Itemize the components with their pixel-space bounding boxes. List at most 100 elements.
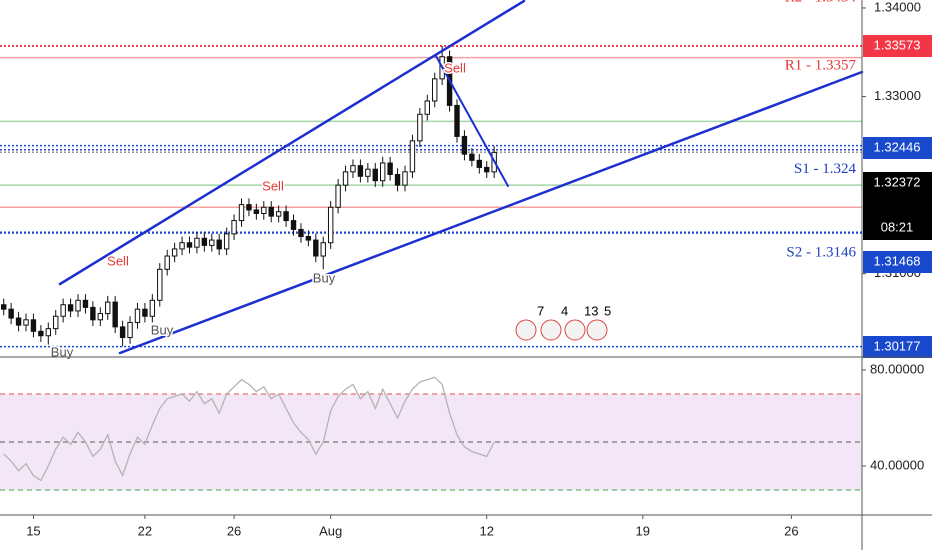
candle-body (157, 268, 163, 301)
x-tick-label: 19 (636, 523, 650, 538)
candle-body (402, 171, 408, 186)
channel-upper (58, 0, 526, 286)
rsi-line (3, 376, 495, 482)
candle-body (365, 168, 371, 177)
candle-body (223, 233, 230, 250)
candle-body (469, 153, 475, 161)
candle-body (149, 299, 156, 317)
countdown: 08:21 (881, 219, 914, 234)
marks-layer (1, 46, 497, 482)
y-tick-label: 40.00000 (870, 457, 924, 472)
price-tag (863, 137, 932, 159)
candle-body (60, 304, 66, 317)
x-tick-label: 22 (138, 523, 152, 538)
price-tag-label: 1.30177 (874, 338, 921, 353)
pivot-label: R2 - 1.3434 (785, 0, 857, 5)
candle-body (461, 135, 468, 155)
price-tag-label: 1.31468 (874, 253, 921, 268)
candle-body (23, 319, 29, 326)
candle-body (231, 220, 237, 235)
channel-lower (118, 70, 864, 355)
candle-body (275, 211, 282, 217)
candle-body (357, 165, 364, 177)
candle-body (432, 78, 438, 102)
event-count: 13 (584, 303, 598, 318)
candle-body (342, 171, 349, 186)
candle-body (476, 159, 483, 168)
candle-body (327, 206, 334, 244)
signal-label: Sell (444, 60, 466, 75)
candle-body (379, 162, 386, 182)
candle-body (246, 204, 252, 211)
event-icon[interactable] (564, 319, 586, 341)
x-tick-label: Aug (319, 523, 342, 538)
signal-label: Buy (151, 322, 174, 337)
candle-body (305, 236, 312, 241)
candle-body (127, 321, 133, 339)
trend-line (435, 55, 509, 187)
price-tag-label: 1.32372 (874, 174, 921, 189)
candle-body (484, 166, 490, 173)
event-icon[interactable] (540, 319, 562, 341)
trend-lines (58, 0, 864, 355)
x-tick-label: 15 (26, 523, 40, 538)
candle-body (45, 328, 52, 337)
candle-body (387, 162, 393, 176)
front-layer: R2 - 1.3434 R1 - 1.3357 S1 - 1.324 S2 - 1.3… (26, 0, 932, 538)
candle-body (67, 304, 74, 312)
candle-body (424, 100, 430, 115)
y-tick-label: 1.34000 (874, 0, 921, 14)
events: 7 4 13 5 (515, 303, 611, 341)
event-count: 7 (537, 303, 544, 318)
candle-body (261, 206, 267, 214)
candle-body (320, 242, 326, 257)
candle-body (409, 140, 416, 173)
candle-body (350, 165, 356, 173)
candle-body (53, 315, 59, 330)
price-tag (863, 336, 932, 358)
background-layer (0, 45, 862, 491)
x-tick-label: 12 (479, 523, 493, 538)
candle-body (112, 301, 118, 328)
y-tick-label: 1.33000 (874, 88, 921, 103)
candle-body (290, 220, 297, 230)
pivot-label: S2 - 1.3146 (786, 244, 856, 260)
candle-body (97, 313, 104, 321)
event-icon[interactable] (515, 319, 537, 341)
price-tag (863, 35, 932, 57)
price-tag-label: 1.33573 (874, 37, 921, 52)
candle-body (394, 174, 401, 186)
candle-body (268, 206, 274, 217)
candle-body (1, 304, 7, 310)
event-count: 5 (604, 303, 611, 318)
candle-body (134, 308, 141, 323)
candle-body (186, 242, 193, 248)
signal-label: Buy (313, 270, 336, 285)
candle-body (171, 248, 178, 257)
candle-body (119, 326, 126, 339)
price-tag (863, 172, 932, 240)
price-tag-label: 1.32446 (874, 139, 921, 154)
candle-body (179, 242, 185, 250)
band-fill (0, 393, 862, 491)
candle-body (38, 330, 44, 337)
candle-body (15, 317, 22, 326)
signal-label: Sell (262, 178, 284, 193)
signal-label: Buy (51, 344, 74, 359)
candle-body (8, 308, 14, 319)
candle-body (105, 301, 111, 315)
candle-body (90, 306, 96, 321)
candle-body (82, 299, 89, 308)
event-icon[interactable] (586, 319, 608, 341)
candle-body (216, 239, 222, 250)
candle-body (201, 237, 208, 246)
pivot-label: S1 - 1.324 (794, 161, 857, 177)
candle-body (209, 239, 215, 246)
x-tick-label: 26 (227, 523, 241, 538)
candle-body (298, 228, 304, 238)
x-tick-label: 26 (784, 523, 798, 538)
candle-body (30, 319, 37, 332)
candle-body (372, 168, 378, 182)
candle-body (283, 211, 289, 222)
price-tag (863, 251, 932, 273)
